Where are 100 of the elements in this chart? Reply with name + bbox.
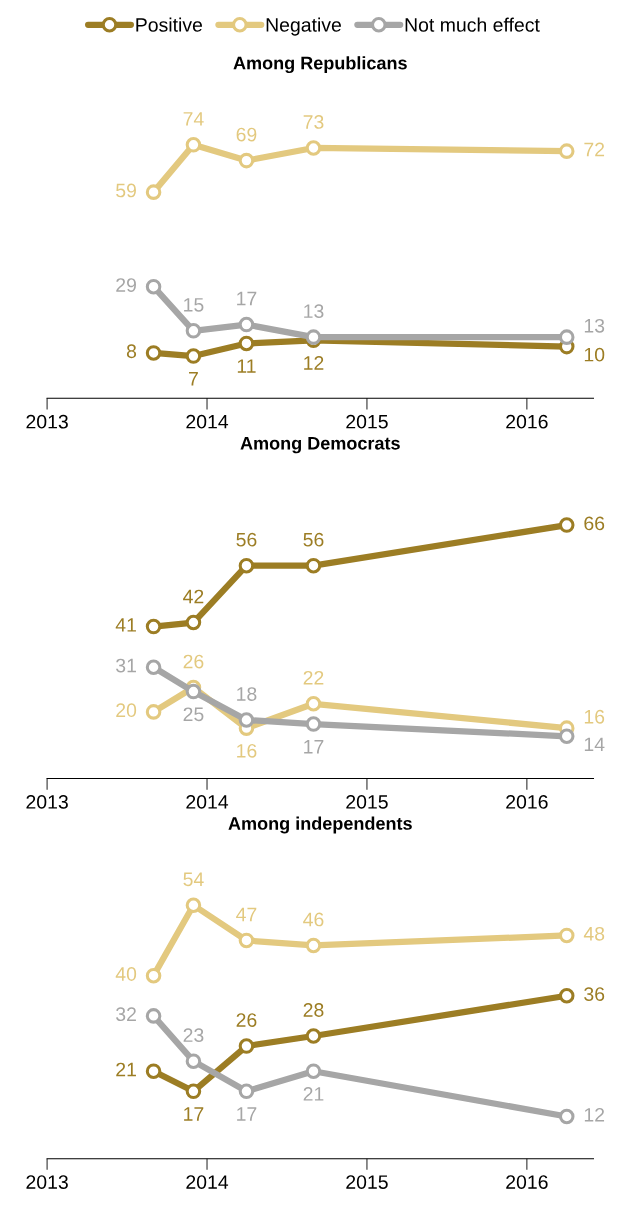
point bbox=[305, 937, 322, 954]
point bbox=[238, 712, 255, 728]
data-label: 12 bbox=[304, 356, 324, 370]
x-tick-label: 2013 bbox=[26, 795, 68, 809]
point bbox=[558, 1108, 575, 1125]
data-label: 16 bbox=[584, 709, 605, 724]
x-tick-label: 2015 bbox=[346, 795, 388, 809]
data-label: 32 bbox=[116, 1007, 136, 1022]
data-label: 48 bbox=[583, 926, 605, 941]
chart-title: Among independents bbox=[228, 816, 412, 834]
data-label: 59 bbox=[116, 183, 136, 198]
data-label: 10 bbox=[584, 347, 605, 362]
x-tick-label: 2014 bbox=[186, 795, 229, 809]
data-label: 12 bbox=[584, 1107, 605, 1122]
data-label: 17 bbox=[237, 291, 257, 306]
data-label: 21 bbox=[303, 1087, 324, 1101]
x-tick-label: 2016 bbox=[506, 1175, 548, 1189]
point bbox=[305, 1063, 322, 1079]
data-label: 11 bbox=[237, 359, 256, 373]
data-label: 7 bbox=[189, 372, 198, 386]
point bbox=[238, 557, 255, 574]
data-label: 13 bbox=[584, 318, 605, 333]
data-label: 46 bbox=[303, 912, 324, 927]
point bbox=[305, 140, 322, 156]
legend-label: Not much effect bbox=[405, 17, 540, 32]
data-label: 66 bbox=[584, 516, 605, 531]
point bbox=[558, 728, 575, 745]
point bbox=[145, 618, 162, 635]
point bbox=[145, 345, 162, 361]
point bbox=[238, 1083, 255, 1100]
data-label: 22 bbox=[303, 670, 324, 685]
data-label: 25 bbox=[183, 707, 204, 722]
legend-label: Negative bbox=[266, 17, 341, 36]
data-label: 54 bbox=[183, 872, 204, 887]
point bbox=[558, 988, 575, 1004]
point bbox=[185, 323, 202, 339]
point bbox=[185, 683, 202, 700]
data-label: 23 bbox=[183, 1028, 204, 1043]
point bbox=[145, 184, 162, 200]
data-label: 17 bbox=[304, 740, 324, 754]
point bbox=[238, 316, 255, 333]
data-label: 42 bbox=[183, 589, 204, 604]
data-label: 56 bbox=[236, 532, 257, 547]
point bbox=[305, 329, 322, 345]
point bbox=[558, 517, 575, 533]
data-label: 73 bbox=[303, 115, 324, 129]
data-label: 69 bbox=[236, 127, 257, 142]
data-label: 26 bbox=[183, 654, 204, 669]
data-label: 20 bbox=[116, 703, 137, 718]
point bbox=[238, 1038, 255, 1054]
chart-title: Among Democrats bbox=[240, 437, 400, 454]
point bbox=[305, 1028, 322, 1044]
point bbox=[238, 335, 255, 352]
point bbox=[145, 278, 162, 295]
data-label: 13 bbox=[304, 304, 324, 319]
point bbox=[185, 348, 202, 364]
point bbox=[185, 137, 202, 153]
x-tick-label: 2016 bbox=[506, 795, 548, 809]
data-label: 18 bbox=[237, 687, 257, 701]
x-tick-label: 2013 bbox=[26, 414, 68, 429]
chart-title: Among Republicans bbox=[233, 56, 407, 74]
data-label: 16 bbox=[237, 743, 257, 758]
point bbox=[558, 927, 575, 944]
point bbox=[145, 1063, 162, 1079]
x-tick-label: 2015 bbox=[346, 1175, 388, 1189]
x-tick-label: 2013 bbox=[26, 1175, 68, 1189]
point bbox=[305, 716, 322, 732]
data-label: 47 bbox=[236, 907, 257, 922]
data-label: 15 bbox=[184, 298, 204, 312]
data-label: 17 bbox=[237, 1107, 257, 1121]
data-label: 26 bbox=[236, 1013, 257, 1027]
data-label: 31 bbox=[116, 658, 136, 673]
data-label: 28 bbox=[303, 1003, 324, 1017]
point bbox=[185, 897, 202, 914]
data-label: 14 bbox=[584, 737, 605, 752]
data-label: 72 bbox=[584, 142, 605, 157]
x-tick-label: 2014 bbox=[186, 414, 229, 429]
x-tick-label: 2014 bbox=[186, 1175, 229, 1189]
data-label: 56 bbox=[303, 532, 324, 547]
data-label: 17 bbox=[184, 1107, 204, 1121]
point bbox=[185, 614, 202, 631]
data-label: 21 bbox=[116, 1062, 136, 1077]
legend-label: Positive bbox=[136, 17, 203, 32]
point bbox=[145, 704, 162, 720]
data-label: 29 bbox=[116, 278, 136, 292]
x-tick-label: 2015 bbox=[346, 414, 388, 429]
point bbox=[558, 329, 575, 345]
data-label: 8 bbox=[126, 344, 137, 359]
data-label: 74 bbox=[183, 112, 204, 126]
point bbox=[185, 1053, 202, 1069]
point bbox=[238, 932, 255, 949]
point bbox=[238, 152, 255, 169]
point bbox=[185, 1083, 202, 1100]
x-tick-label: 2016 bbox=[506, 414, 548, 429]
data-label: 41 bbox=[115, 618, 136, 632]
point bbox=[145, 659, 162, 675]
point bbox=[558, 143, 575, 159]
point bbox=[305, 695, 322, 712]
data-label: 40 bbox=[115, 967, 137, 981]
point bbox=[145, 1008, 162, 1024]
